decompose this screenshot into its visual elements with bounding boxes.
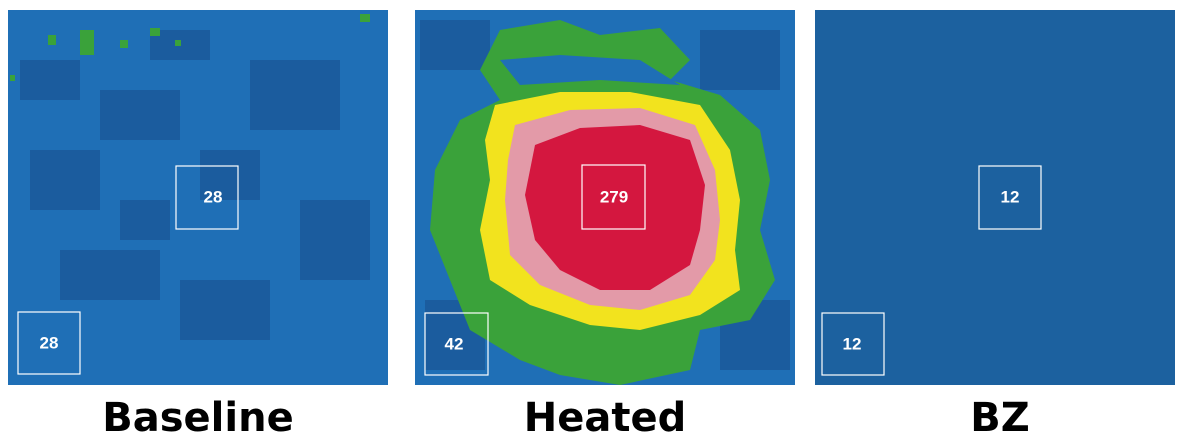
- heat-gap: [500, 55, 680, 85]
- roi-box: [175, 165, 239, 230]
- panel-baseline: 28 28 Baseline: [8, 10, 388, 439]
- panel-title: Heated: [524, 395, 686, 439]
- roi-box: [821, 312, 885, 376]
- heatmap-texture: [20, 30, 370, 340]
- heatmap: [815, 10, 1175, 385]
- roi-box: [581, 164, 646, 230]
- center-value: 12: [1001, 187, 1020, 206]
- heatmap-spots: [10, 14, 370, 81]
- corner-value: 28: [40, 333, 59, 352]
- panel-heated: 279 42 Heated: [415, 10, 795, 439]
- heat-zone-red: [525, 125, 705, 290]
- panel-bz: 12 12 BZ: [815, 10, 1175, 439]
- roi-box: [17, 311, 81, 375]
- panel-title: BZ: [970, 395, 1030, 439]
- center-value: 279: [600, 187, 628, 206]
- panel-title: Baseline: [102, 395, 293, 439]
- corner-value: 42: [445, 334, 464, 353]
- roi-box: [424, 312, 489, 376]
- roi-box: [978, 165, 1042, 230]
- corner-value: 12: [843, 334, 862, 353]
- center-value: 28: [204, 187, 223, 206]
